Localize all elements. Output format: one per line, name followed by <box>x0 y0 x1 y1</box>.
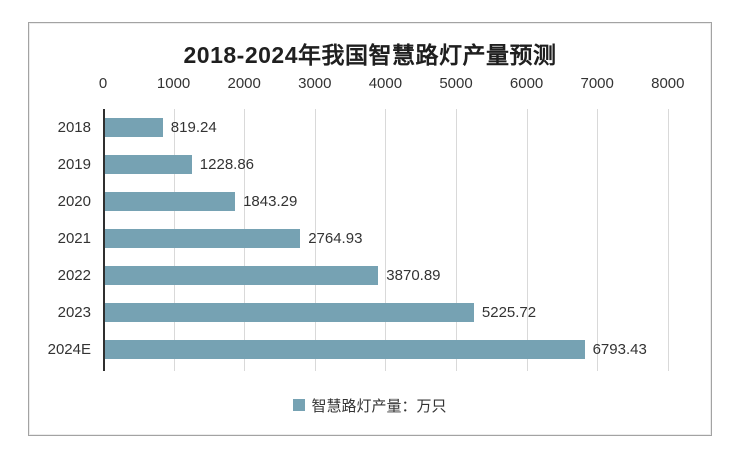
x-tick-label: 1000 <box>156 75 191 92</box>
x-tick-label: 2000 <box>227 75 261 92</box>
grid-line <box>597 109 598 371</box>
bar-value-label: 3870.89 <box>386 267 441 284</box>
x-tick-label: 6000 <box>509 75 544 92</box>
grid-line <box>527 109 528 371</box>
bar <box>105 340 585 359</box>
bar <box>105 192 236 211</box>
category-label: 2021 <box>57 230 91 247</box>
bar <box>105 266 379 285</box>
category-label: 2020 <box>57 193 91 210</box>
category-label: 2022 <box>57 267 91 284</box>
x-tick-label: 8000 <box>651 75 685 92</box>
bar-value-label: 6793.43 <box>592 341 647 358</box>
x-tick-label: 0 <box>98 75 108 92</box>
bar <box>105 155 192 174</box>
category-label: 2023 <box>57 304 91 321</box>
bar-value-label: 1843.29 <box>243 193 298 210</box>
grid-line <box>668 109 669 371</box>
bar <box>105 118 163 137</box>
bar-value-label: 2764.93 <box>308 230 363 247</box>
grid-line <box>385 109 386 371</box>
grid-line <box>456 109 457 371</box>
category-label: 2019 <box>57 156 91 173</box>
legend-swatch-icon <box>293 399 306 411</box>
legend-label: 智慧路灯产量：万只 <box>311 397 447 415</box>
bar-value-label: 1228.86 <box>199 156 255 173</box>
x-tick-label: 4000 <box>368 75 403 92</box>
chart-frame: 2018-2024年我国智慧路灯产量预测 0 1000 2000 3000 4000 50… <box>28 22 712 436</box>
bar <box>105 229 301 248</box>
x-tick-label: 7000 <box>580 75 614 92</box>
chart-title: 2018-2024年我国智慧路灯产量预测 <box>183 42 557 68</box>
bar <box>105 303 474 322</box>
x-tick-label: 3000 <box>298 75 332 92</box>
bar-value-label: 819.24 <box>170 119 217 136</box>
x-tick-label: 5000 <box>439 75 473 92</box>
grid-line <box>315 109 316 371</box>
category-label: 2024E <box>47 341 91 358</box>
category-label: 2018 <box>57 119 91 136</box>
plot-area: 0 1000 2000 3000 4000 5000 6000 7000 8000 2018 819… <box>29 23 711 435</box>
legend: 智慧路灯产量：万只 <box>29 395 711 415</box>
y-axis-line <box>103 109 105 371</box>
bar-value-label: 5225.72 <box>481 304 537 321</box>
